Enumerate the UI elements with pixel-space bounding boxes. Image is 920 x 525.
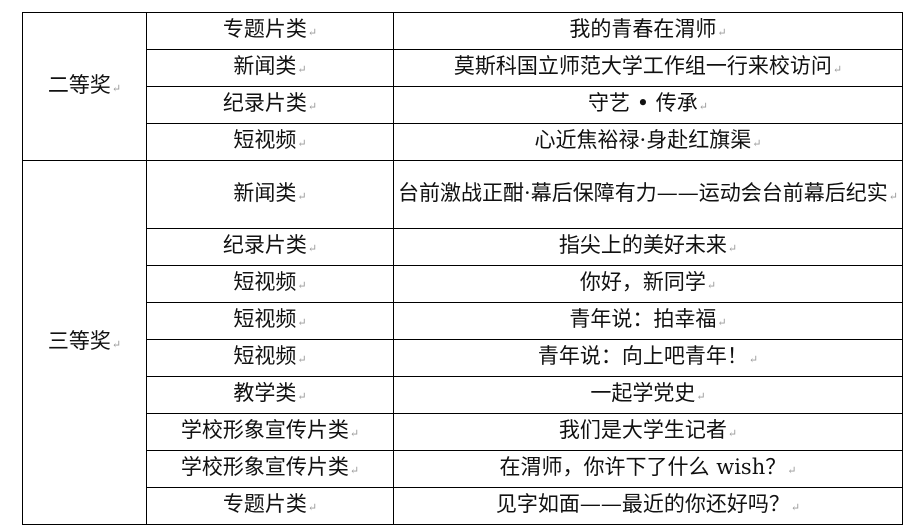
paragraph-mark-icon: ↵ [727,427,738,440]
table-row: 学校形象宣传片类↵ 我们是大学生记者↵ [23,413,903,451]
paragraph-mark-icon: ↵ [349,427,360,440]
category-cell: 专题片类↵ [146,487,394,525]
award-level-cell: 二等奖↵ [22,12,147,161]
category: 专题片类 [222,17,307,41]
category-cell: 专题片类↵ [146,12,394,50]
category: 教学类 [233,381,297,405]
title-cell: 心近焦裕禄·身赴红旗渠↵ [393,123,903,161]
paragraph-mark-icon: ↵ [787,464,797,477]
table-row: 短视频↵ 你好，新同学↵ [23,265,903,303]
title-cell: 守艺 • 传承↵ [393,86,903,124]
paragraph-mark-icon: ↵ [111,81,122,95]
paragraph-mark-icon: ↵ [297,390,307,403]
category-cell: 短视频↵ [146,123,394,161]
table-row: 纪录片类↵ 守艺 • 传承↵ [23,86,903,124]
paragraph-mark-icon: ↵ [297,137,307,150]
category-cell: 短视频↵ [146,265,394,303]
title-cell: 台前激战正酣·幕后保障有力——运动会台前幕后纪实↵ [393,160,903,229]
table-row: 学校形象宣传片类↵ 在渭师，你许下了什么 wish？↵ [23,450,903,488]
category-cell: 新闻类↵ [146,49,394,87]
title-cell: 我的青春在渭师↵ [393,12,903,50]
table-row: 短视频↵ 青年说：拍幸福↵ [23,302,903,340]
paragraph-mark-icon: ↵ [752,137,762,150]
work-title: 见字如面——最近的你还好吗？ [495,492,790,516]
work-title: 在渭师，你许下了什么 wish？ [499,455,787,479]
category: 学校形象宣传片类 [180,418,349,442]
category: 新闻类 [233,180,297,205]
category-cell: 新闻类↵ [146,160,394,229]
award-level-cell: 三等奖↵ [22,160,147,525]
table-row: 短视频↵ 青年说：向上吧青年！↵ [23,339,903,377]
category-cell: 学校形象宣传片类↵ [146,450,394,488]
award-level: 三等奖 [47,328,111,353]
category-cell: 短视频↵ [146,302,394,340]
paragraph-mark-icon: ↵ [696,390,706,403]
title-cell: 见字如面——最近的你还好吗？↵ [393,487,903,525]
category-cell: 短视频↵ [146,339,394,377]
work-title: 指尖上的美好未来 [558,233,727,257]
title-cell: 在渭师，你许下了什么 wish？↵ [393,450,903,488]
work-title: 青年说：向上吧青年！ [537,344,748,368]
category: 纪录片类 [222,91,307,115]
work-title: 台前激战正酣·幕后保障有力——运动会台前幕后纪实 [398,180,888,205]
paragraph-mark-icon: ↵ [307,242,318,255]
table-row: 二等奖↵ 专题片类↵ 我的青春在渭师↵ [22,12,903,161]
category: 专题片类 [222,492,307,516]
table-row: 短视频↵ 心近焦裕禄·身赴红旗渠↵ [23,123,903,161]
table-row: 新闻类↵ 莫斯科国立师范大学工作组一行来校访问↵ [23,49,903,87]
title-cell: 指尖上的美好未来↵ [393,228,903,266]
category: 短视频 [233,128,297,152]
work-title: 我们是大学生记者 [558,418,727,442]
paragraph-mark-icon: ↵ [706,279,717,292]
paragraph-mark-icon: ↵ [727,242,738,255]
title-cell: 我们是大学生记者↵ [393,413,903,451]
paragraph-mark-icon: ↵ [307,26,318,39]
title-cell: 莫斯科国立师范大学工作组一行来校访问↵ [393,49,903,87]
paragraph-mark-icon: ↵ [888,189,898,203]
paragraph-mark-icon: ↵ [297,63,307,76]
category-cell: 教学类↵ [146,376,394,414]
paragraph-mark-icon: ↵ [297,189,307,203]
category: 学校形象宣传片类 [180,455,349,479]
work-title: 守艺 • 传承 [588,91,698,115]
paragraph-mark-icon: ↵ [111,337,122,351]
category: 短视频 [233,344,297,368]
paragraph-mark-icon: ↵ [297,316,307,329]
work-title: 心近焦裕禄·身赴红旗渠 [534,128,752,152]
category: 短视频 [233,307,297,331]
work-title: 你好，新同学 [579,270,706,294]
work-title: 我的青春在渭师 [569,17,717,41]
title-cell: 一起学党史↵ [393,376,903,414]
category-cell: 纪录片类↵ [146,228,394,266]
paragraph-mark-icon: ↵ [297,279,307,292]
awards-table: 二等奖↵ 专题片类↵ 我的青春在渭师↵ 新闻类↵ 莫斯科国立师范大学工作组一行来校访问↵… [22,12,903,525]
paragraph-mark-icon: ↵ [717,316,727,329]
table-row: 教学类↵ 一起学党史↵ [23,376,903,414]
table-row: 纪录片类↵ 指尖上的美好未来↵ [23,228,903,266]
work-title: 青年说：拍幸福 [569,307,717,331]
table-row: 专题片类↵ 见字如面——最近的你还好吗？↵ [23,487,903,525]
paragraph-mark-icon: ↵ [698,100,708,113]
category-cell: 学校形象宣传片类↵ [146,413,394,451]
work-title: 莫斯科国立师范大学工作组一行来校访问 [453,54,832,78]
title-cell: 青年说：拍幸福↵ [393,302,903,340]
paragraph-mark-icon: ↵ [297,353,307,366]
table-row: 三等奖↵ 新闻类↵ 台前激战正酣·幕后保障有力——运动会台前幕后纪实↵ [22,160,903,525]
paragraph-mark-icon: ↵ [832,63,843,76]
category: 纪录片类 [222,233,307,257]
paragraph-mark-icon: ↵ [349,464,360,477]
category: 新闻类 [233,54,297,78]
paragraph-mark-icon: ↵ [307,100,318,113]
work-title: 一起学党史 [590,381,696,405]
title-cell: 你好，新同学↵ [393,265,903,303]
paragraph-mark-icon: ↵ [717,26,727,39]
category: 短视频 [233,270,297,294]
paragraph-mark-icon: ↵ [748,353,759,366]
category-cell: 纪录片类↵ [146,86,394,124]
title-cell: 青年说：向上吧青年！↵ [393,339,903,377]
award-level: 二等奖 [47,72,111,97]
